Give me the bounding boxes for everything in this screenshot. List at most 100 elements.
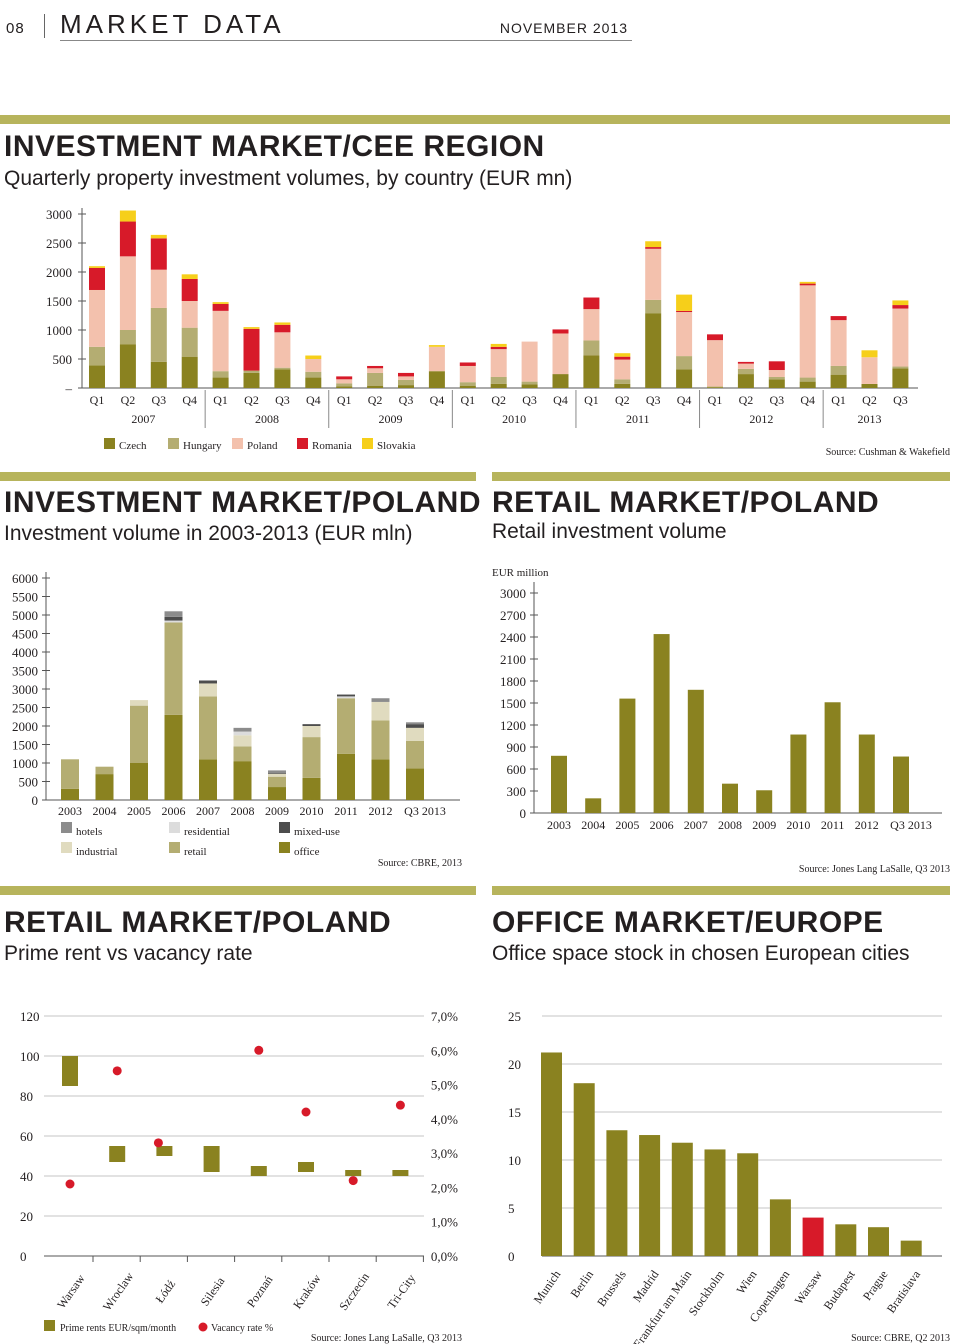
x-tick-label: Q3 2013	[404, 804, 446, 818]
x-tick-label: Budapest	[821, 1267, 858, 1312]
bar-poland	[274, 332, 291, 368]
bar-hotels	[371, 698, 390, 702]
bar-warsaw	[802, 1217, 824, 1256]
x-tick-label: Q4	[800, 393, 815, 407]
bar-industrial	[199, 683, 217, 697]
bar-romania	[707, 334, 723, 341]
bar-poland	[459, 365, 476, 383]
bar-residential	[164, 620, 183, 623]
y-tick-label: 1500	[12, 738, 38, 753]
bar-poland	[583, 309, 600, 341]
bar-hungary	[274, 367, 291, 370]
section-rule	[0, 886, 476, 895]
x-tick-label: Madrid	[630, 1268, 662, 1305]
bar-romania	[150, 238, 167, 270]
bar-romania	[490, 346, 507, 350]
rent-range-bar	[250, 1166, 267, 1176]
y-tick-label: 1000	[12, 756, 38, 771]
section-rule	[0, 115, 950, 124]
bar-czech	[398, 385, 414, 388]
bar-hungary	[737, 368, 754, 375]
legend-label-retail: retail	[184, 846, 207, 858]
bar-czech	[490, 383, 507, 388]
bar-romania	[583, 297, 600, 310]
bar-mixed-use	[164, 616, 183, 621]
bar-poland	[89, 289, 105, 347]
bar-hungary	[398, 379, 414, 386]
bar-mixed-use	[302, 724, 321, 726]
section-subtitle-office-europe: Office space stock in chosen European ci…	[492, 942, 910, 965]
y-tick-label: 40	[20, 1169, 33, 1184]
x-tick-label: 2007	[684, 818, 708, 832]
bar-retail	[95, 766, 114, 775]
bar-czech	[243, 372, 260, 388]
section-subtitle-cee: Quarterly property investment volumes, b…	[4, 167, 573, 190]
x-tick-label: Q3	[522, 393, 537, 407]
y2-tick-label: 0,0%	[431, 1249, 458, 1264]
bar-czech	[305, 377, 322, 388]
bar-office	[268, 787, 286, 800]
bar-poland	[737, 363, 754, 369]
source-text: Source: CBRE, 2013	[378, 858, 462, 869]
bar-residential	[337, 696, 355, 699]
y-tick-label: 1500	[46, 294, 72, 309]
bar-slovakia	[676, 294, 693, 311]
bar-czech	[521, 384, 538, 388]
y-tick-label: 4500	[12, 627, 38, 642]
bar-slovakia	[274, 322, 291, 325]
bar-copenhagen	[769, 1199, 791, 1256]
x-tick-label: Warsaw	[792, 1267, 826, 1307]
x-tick-label: Frankfurt am Main	[630, 1268, 694, 1344]
bar-hotels	[233, 727, 252, 732]
bar-romania	[367, 365, 384, 369]
bar-slovakia	[490, 343, 507, 347]
bar-hungary	[614, 379, 631, 384]
legend-label-hotels: hotels	[76, 826, 102, 838]
y-tick-label: 80	[20, 1089, 33, 1104]
bar-romania	[336, 376, 353, 380]
y-tick-label: 3000	[500, 586, 526, 601]
bar-slovakia	[645, 241, 662, 248]
section-title-retail-investment: RETAIL MARKET/POLAND	[492, 486, 880, 519]
legend-label-slovakia: Slovakia	[377, 440, 416, 452]
year-label: 2013	[858, 412, 882, 426]
x-tick-label: Silesia	[198, 1274, 228, 1309]
bar-hungary	[181, 327, 198, 357]
x-tick-label: Q2	[368, 393, 383, 407]
legend-label-mixed-use: mixed-use	[294, 826, 340, 838]
rent-range-bar	[345, 1170, 362, 1176]
x-tick-label: 2009	[265, 804, 289, 818]
bar-poland	[181, 301, 198, 328]
x-tick-label: 2009	[752, 818, 776, 832]
bar-office	[164, 714, 183, 800]
bar-czech	[181, 356, 198, 388]
bar-romania	[398, 372, 414, 377]
bar-retail	[233, 746, 252, 762]
bar-poland	[305, 359, 322, 372]
y2-tick-label: 3,0%	[431, 1146, 458, 1161]
y-tick-label: 1500	[500, 696, 526, 711]
bar-hungary	[521, 381, 538, 385]
x-tick-label: Q2	[491, 393, 506, 407]
bar-slovakia	[614, 353, 631, 357]
y-tick-label: 0	[520, 806, 527, 821]
y-tick-label: 1000	[46, 323, 72, 338]
bar-czech	[737, 374, 754, 388]
bar-retail	[302, 737, 321, 778]
bar-mixed-use	[406, 724, 424, 728]
y-tick-label: 2500	[12, 701, 38, 716]
x-tick-label: 2011	[334, 804, 358, 818]
bar-office	[233, 761, 252, 800]
bar-hungary	[645, 299, 662, 314]
y-tick-label: 4000	[12, 645, 38, 660]
bar-poland	[707, 340, 723, 387]
bar-poland	[119, 256, 136, 330]
bar-romania	[552, 329, 569, 334]
bar-czech	[892, 368, 909, 388]
x-tick-label: 2005	[127, 804, 151, 818]
bar-retail	[406, 740, 424, 769]
bar-hotels	[268, 770, 286, 773]
y-tick-label: 500	[53, 352, 73, 367]
bar-czech	[552, 374, 569, 388]
bar-2012	[858, 734, 875, 813]
